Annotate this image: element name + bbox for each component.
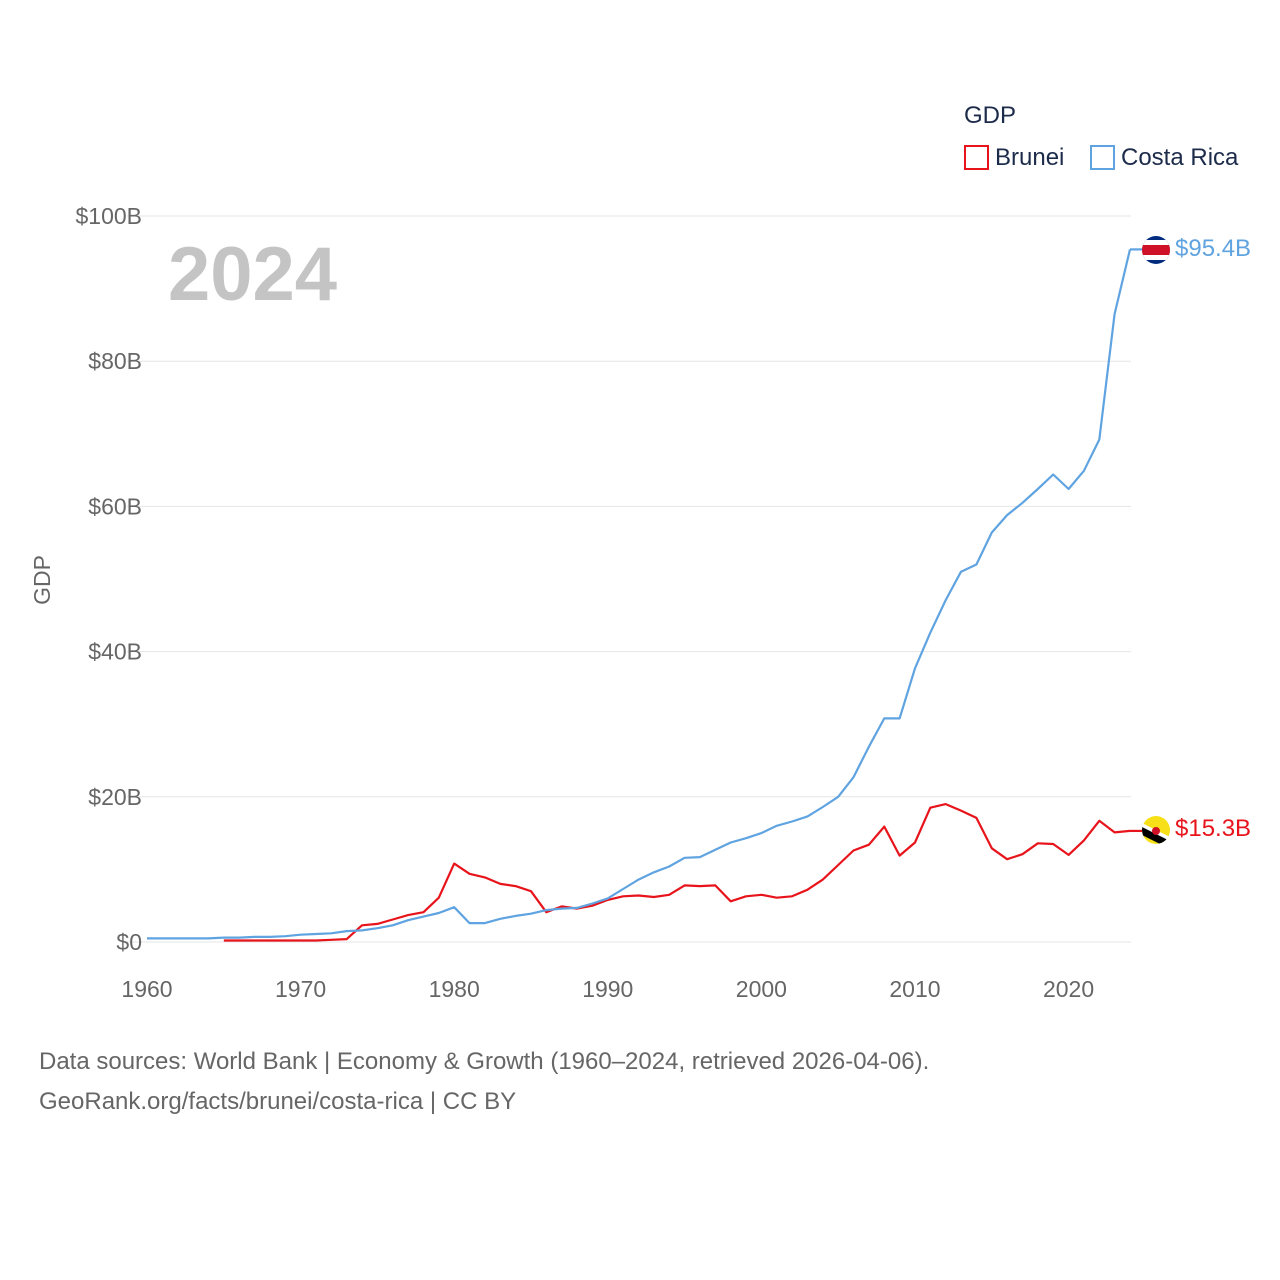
series-lines — [147, 248, 1142, 942]
legend-label-brunei: Brunei — [995, 144, 1064, 171]
x-tick-label: 1970 — [275, 976, 326, 1002]
brunei-end-label: $15.3B — [1175, 815, 1251, 842]
legend-item-brunei[interactable]: Brunei — [964, 144, 1064, 171]
y-tick-label: $40B — [88, 639, 142, 665]
y-tick-label: $100B — [75, 203, 142, 229]
x-tick-label: 1960 — [121, 976, 172, 1002]
x-tick-label: 1980 — [429, 976, 480, 1002]
series-end-markers: $95.4B $15.3B — [1142, 235, 1251, 844]
x-tick-label: 2000 — [736, 976, 787, 1002]
source-line-2[interactable]: GeoRank.org/facts/brunei/costa-rica | CC… — [39, 1088, 517, 1115]
series-line-brunei — [223, 802, 1131, 942]
costa-rica-flag-icon — [1142, 236, 1170, 264]
y-axis-label: GDP — [29, 555, 55, 605]
year-label: 2024 — [168, 232, 337, 317]
costa-rica-end-label: $95.4B — [1175, 235, 1251, 262]
x-tick-label: 2010 — [889, 976, 940, 1002]
legend-swatch-brunei — [964, 145, 989, 170]
x-tick-label: 1990 — [582, 976, 633, 1002]
legend-title: GDP — [964, 102, 1016, 129]
x-axis-ticks: 1960 1970 1980 1990 2000 2010 2020 — [121, 976, 1094, 1002]
series-line-costa-rica — [147, 249, 1132, 940]
legend-item-costa-rica[interactable]: Costa Rica — [1090, 144, 1239, 171]
source-line-1: Data sources: World Bank | Economy & Gro… — [39, 1048, 930, 1075]
grid-lines — [127, 215, 1131, 943]
y-axis-ticks: $0 $20B $40B $60B $80B $100B — [75, 203, 142, 955]
legend-swatch-costa-rica — [1090, 145, 1115, 170]
brunei-flag-icon — [1142, 816, 1170, 844]
source-footer: Data sources: World Bank | Economy & Gro… — [39, 1042, 929, 1122]
legend: GDP Brunei Costa Rica — [964, 102, 1239, 171]
y-tick-label: $20B — [88, 784, 142, 810]
y-tick-label: $60B — [88, 493, 142, 519]
y-tick-label: $80B — [88, 348, 142, 374]
y-tick-label: $0 — [116, 929, 142, 955]
x-tick-label: 2020 — [1043, 976, 1094, 1002]
legend-label-costa-rica: Costa Rica — [1121, 144, 1239, 171]
